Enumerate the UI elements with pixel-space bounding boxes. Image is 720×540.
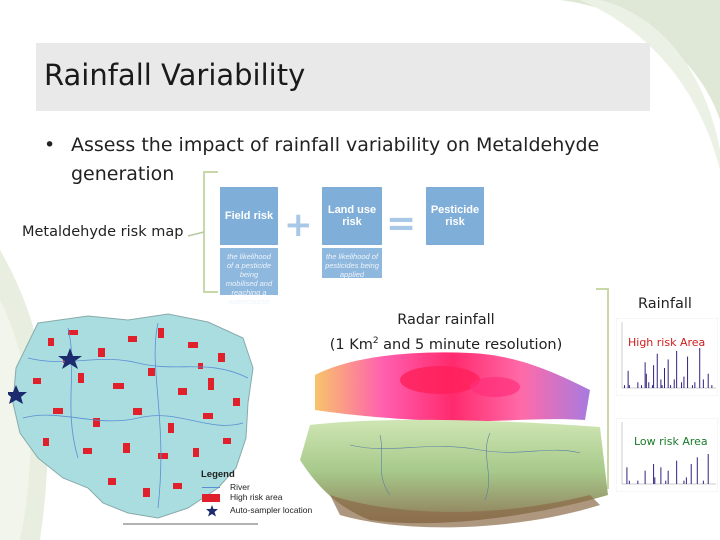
rainfall-bar	[640, 385, 642, 388]
rainfall-bar	[628, 385, 630, 388]
legend-high-risk-label: High risk area	[230, 492, 283, 502]
rainfall-bar	[676, 460, 678, 484]
bullet-dot-icon: •	[44, 134, 56, 156]
rainfall-bar	[624, 385, 625, 388]
rainfall-bar	[661, 385, 663, 388]
pesticide-risk-title: Pesticide risk	[426, 187, 484, 245]
low-risk-rainfall-chart	[616, 418, 718, 492]
low-risk-area-label: Low risk Area	[634, 435, 708, 448]
rainfall-bar	[702, 480, 704, 484]
sampler-star-icon	[206, 505, 218, 517]
radar-label-superscript: 2	[372, 336, 379, 346]
rainfall-bar	[664, 368, 666, 388]
metaldehyde-risk-map-label: Metaldehyde risk map	[22, 224, 184, 240]
rainfall-bar	[699, 348, 701, 388]
plus-operator: +	[284, 205, 313, 245]
rainfall-bar	[702, 379, 704, 388]
field-risk-description: the likelihood of a pesticide being mobi…	[220, 248, 278, 306]
rainfall-bar	[626, 467, 628, 484]
legend-sampler-label: Auto-sampler location	[230, 505, 313, 515]
land-use-risk-title: Land use risk	[322, 187, 382, 245]
rainfall-bar	[667, 359, 669, 388]
rainfall-label: Rainfall	[638, 296, 692, 312]
radar-rainfall-terrain	[300, 352, 608, 528]
rainfall-bar	[637, 382, 639, 388]
rainfall-bar	[651, 385, 653, 388]
field-risk-box: Field risk the likelihood of a pesticide…	[220, 187, 278, 306]
river-swatch	[202, 487, 220, 488]
high-risk-rainfall-chart	[616, 318, 718, 396]
rainfall-bar	[683, 480, 685, 484]
rainfall-bar	[707, 454, 709, 484]
chart-frame	[616, 418, 718, 492]
auto-sampler-star-icon	[58, 348, 82, 369]
rainfall-bar	[648, 382, 650, 388]
rainfall-bar	[691, 385, 693, 388]
rainfall-bar	[696, 457, 698, 484]
bullet-text: Assess the impact of rainfall variabilit…	[71, 134, 600, 185]
rainfall-bar	[687, 356, 689, 388]
rainfall-bar	[628, 480, 630, 484]
rainfall-bar	[673, 379, 675, 388]
metaldehyde-risk-map	[8, 313, 258, 525]
land-use-risk-description: the likelihood of pesticides being appli…	[322, 248, 382, 279]
slide-title: Rainfall Variability	[44, 58, 306, 92]
rainfall-bar	[665, 480, 667, 484]
rainfall-bar	[681, 382, 682, 388]
high-risk-swatch	[202, 494, 220, 502]
rainfall-bar	[654, 477, 656, 484]
rainfall-bar	[670, 385, 672, 388]
legend-title: Legend	[201, 469, 235, 480]
radar-label-pre: (1 Km	[329, 336, 373, 353]
rainfall-bar	[685, 477, 687, 484]
title-bar	[36, 43, 650, 111]
rainfall-bar	[656, 353, 658, 388]
radar-label-line2: (1 Km2 and 5 minute resolution)	[318, 331, 574, 356]
rainfall-bar	[644, 470, 646, 484]
rainfall-bar	[676, 350, 678, 388]
rainfall-bar	[683, 376, 685, 388]
equals-operator: =	[386, 203, 417, 244]
rainfall-bar	[667, 470, 669, 484]
rainfall-bar	[660, 467, 662, 484]
rainfall-bar	[660, 379, 662, 388]
land-use-risk-box: Land use risk the likelihood of pesticid…	[322, 187, 382, 279]
rainfall-bar	[645, 373, 647, 388]
rainfall-bar	[653, 464, 655, 484]
high-risk-area-label: High risk Area	[628, 336, 706, 349]
rainfall-bar	[690, 464, 692, 484]
rainfall-bar	[644, 362, 646, 388]
rainfall-bar	[711, 385, 713, 388]
rainfall-bar	[653, 365, 655, 388]
rainfall-bar	[694, 382, 696, 388]
rainfall-bar	[637, 480, 639, 484]
radar-label-line1: Radar rainfall	[397, 312, 495, 328]
rainfall-bar	[627, 370, 629, 388]
field-risk-title: Field risk	[220, 187, 278, 245]
chart-frame	[616, 318, 718, 396]
radar-label-post: and 5 minute resolution)	[378, 336, 563, 353]
bullet-point: • Assess the impact of rainfall variabil…	[44, 131, 644, 189]
auto-sampler-star-icon	[8, 385, 27, 404]
radar-rainfall-label: Radar rainfall (1 Km2 and 5 minute resol…	[318, 310, 574, 356]
pesticide-risk-box: Pesticide risk	[426, 187, 484, 245]
rainfall-bar	[707, 373, 709, 388]
legend-river-label: River	[230, 482, 250, 492]
